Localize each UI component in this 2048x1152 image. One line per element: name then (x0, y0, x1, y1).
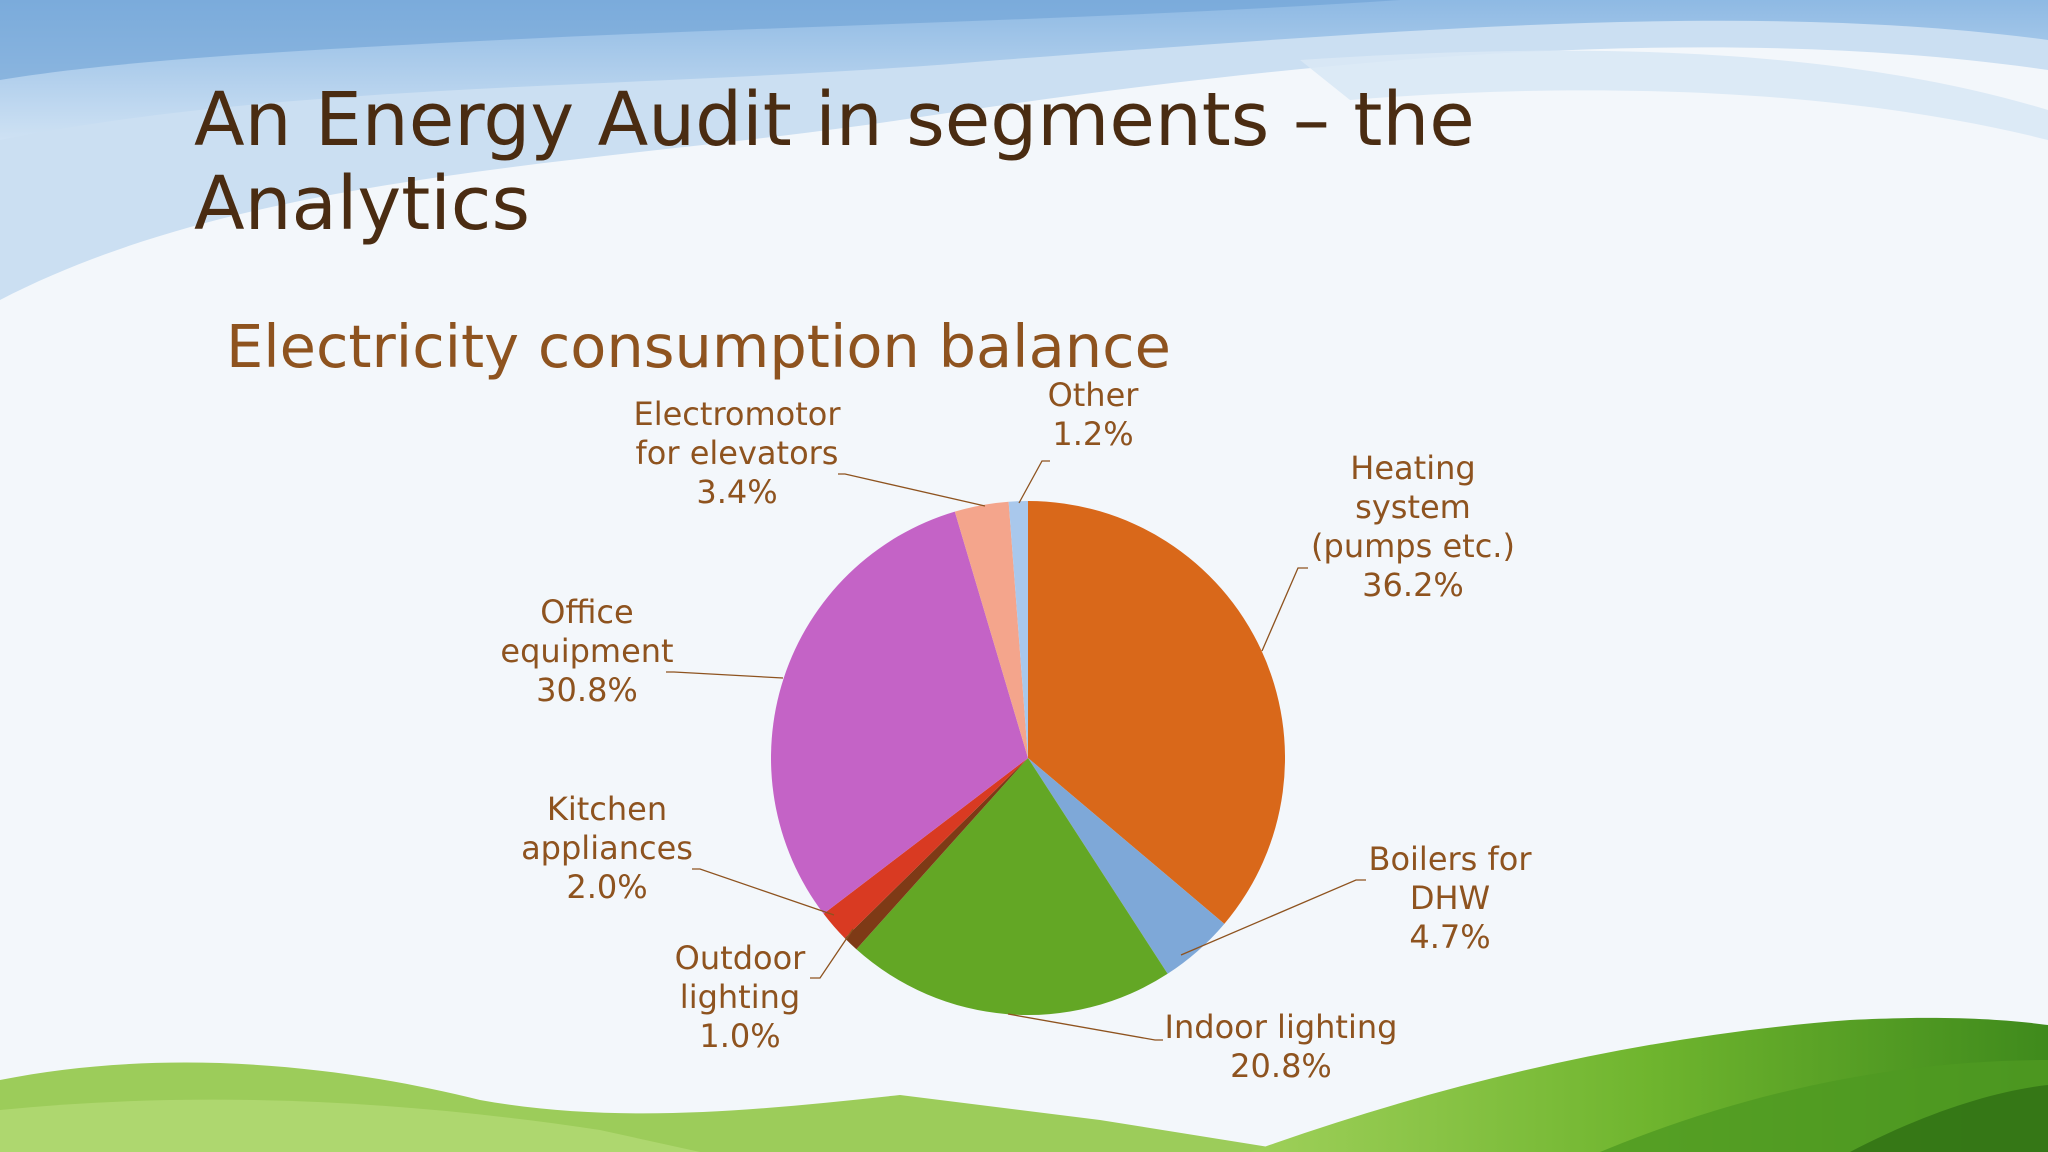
pie-slice-heating-system-pumps-etc (1028, 501, 1286, 924)
pie-slice-electromotor-for-elevators (954, 501, 1028, 758)
leader-line-heating-system-pumps-etc (1261, 567, 1308, 652)
leader-line-electromotor-for-elevators (838, 473, 986, 507)
leader-line-other (1018, 460, 1050, 504)
pie-slice-office-equipment (771, 511, 1028, 914)
leader-line-office-equipment (666, 671, 784, 679)
chart-title: Electricity consumption balance (226, 312, 1171, 381)
data-label-office-equipment: Office equipment 30.8% (500, 593, 673, 709)
leader-line-indoor-lighting (1007, 1013, 1163, 1041)
pie-slice-other (1008, 501, 1028, 758)
pie-slice-kitchen-appliances (823, 758, 1028, 939)
data-label-heating-system-pumps-etc: Heating system (pumps etc.) 36.2% (1311, 449, 1515, 604)
leader-line-boilers-for-dhw (1180, 879, 1366, 956)
pie-slice-indoor-lighting (856, 758, 1168, 1016)
slide-title: An Energy Audit in segments – the Analyt… (194, 77, 1475, 247)
data-label-indoor-lighting: Indoor lighting 20.8% (1165, 1008, 1398, 1085)
data-label-kitchen-appliances: Kitchen appliances 2.0% (521, 790, 693, 906)
leader-line-outdoor-lighting (810, 928, 854, 979)
data-label-electromotor-for-elevators: Electromotor for elevators 3.4% (634, 395, 842, 511)
leader-line-kitchen-appliances (692, 868, 835, 916)
data-label-outdoor-lighting: Outdoor lighting 1.0% (675, 939, 806, 1055)
data-label-boilers-for-dhw: Boilers for DHW 4.7% (1369, 840, 1533, 956)
pie-slice-boilers-for-dhw (1028, 758, 1225, 974)
data-label-other: Other 1.2% (1048, 376, 1140, 453)
pie-slice-outdoor-lighting (844, 758, 1028, 950)
